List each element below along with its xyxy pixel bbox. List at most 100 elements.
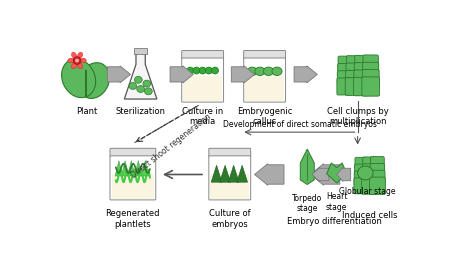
Bar [111, 174, 154, 199]
Polygon shape [124, 53, 157, 99]
Circle shape [73, 57, 81, 64]
Polygon shape [231, 66, 255, 83]
FancyBboxPatch shape [182, 50, 224, 60]
Text: Induced cells: Induced cells [341, 211, 397, 221]
Polygon shape [310, 164, 340, 185]
Bar [210, 174, 249, 199]
FancyBboxPatch shape [362, 178, 377, 194]
FancyBboxPatch shape [345, 78, 361, 95]
FancyBboxPatch shape [244, 50, 285, 60]
Polygon shape [170, 66, 193, 83]
Polygon shape [228, 165, 239, 182]
FancyBboxPatch shape [182, 58, 224, 102]
FancyBboxPatch shape [354, 178, 368, 194]
Polygon shape [128, 161, 135, 176]
Circle shape [199, 67, 206, 74]
Ellipse shape [79, 63, 109, 99]
Polygon shape [327, 163, 347, 183]
Ellipse shape [78, 63, 83, 69]
Polygon shape [237, 165, 247, 182]
Polygon shape [255, 164, 284, 185]
FancyBboxPatch shape [363, 157, 376, 169]
Polygon shape [211, 165, 222, 182]
Polygon shape [135, 161, 142, 176]
FancyBboxPatch shape [362, 77, 380, 96]
Ellipse shape [264, 67, 273, 76]
FancyBboxPatch shape [337, 78, 352, 95]
Text: Globular stage: Globular stage [339, 187, 396, 196]
Text: Embryo differentiation: Embryo differentiation [287, 217, 382, 226]
FancyBboxPatch shape [354, 77, 370, 96]
Text: Torpedo
stage: Torpedo stage [292, 194, 322, 213]
Ellipse shape [135, 76, 142, 83]
Bar [183, 76, 222, 101]
FancyBboxPatch shape [362, 70, 379, 87]
Ellipse shape [272, 67, 282, 76]
Ellipse shape [80, 58, 86, 63]
FancyBboxPatch shape [244, 58, 285, 102]
Polygon shape [294, 66, 317, 83]
Ellipse shape [145, 88, 152, 95]
Text: Cell clumps by
multiplication: Cell clumps by multiplication [327, 107, 389, 126]
Ellipse shape [78, 52, 83, 58]
FancyBboxPatch shape [363, 55, 378, 70]
FancyBboxPatch shape [354, 171, 368, 186]
Circle shape [193, 67, 200, 74]
FancyBboxPatch shape [346, 56, 360, 69]
Polygon shape [312, 168, 329, 181]
Circle shape [187, 67, 194, 74]
FancyBboxPatch shape [209, 148, 251, 157]
FancyBboxPatch shape [371, 157, 384, 170]
Text: Direct shoot regeneration: Direct shoot regeneration [130, 112, 213, 180]
Text: Plant: Plant [76, 107, 97, 116]
Ellipse shape [62, 59, 96, 98]
Circle shape [205, 67, 212, 74]
FancyBboxPatch shape [363, 62, 379, 78]
FancyBboxPatch shape [338, 56, 351, 68]
FancyBboxPatch shape [355, 63, 370, 78]
Ellipse shape [137, 85, 145, 92]
Bar [135, 48, 147, 54]
Polygon shape [115, 161, 123, 176]
Text: Heart
stage: Heart stage [326, 192, 347, 212]
Polygon shape [107, 66, 130, 83]
FancyBboxPatch shape [209, 156, 251, 200]
FancyBboxPatch shape [110, 148, 156, 157]
FancyBboxPatch shape [110, 156, 156, 200]
Ellipse shape [72, 63, 76, 69]
Polygon shape [141, 161, 149, 176]
FancyBboxPatch shape [370, 163, 384, 178]
FancyBboxPatch shape [346, 70, 361, 87]
Circle shape [211, 67, 219, 74]
Text: Regenerated
plantlets: Regenerated plantlets [106, 209, 160, 229]
FancyBboxPatch shape [370, 170, 385, 186]
FancyBboxPatch shape [354, 70, 370, 87]
FancyBboxPatch shape [362, 171, 376, 186]
FancyBboxPatch shape [337, 64, 351, 77]
Ellipse shape [247, 67, 257, 76]
Ellipse shape [357, 166, 373, 180]
Polygon shape [121, 161, 129, 176]
Polygon shape [300, 149, 314, 184]
FancyBboxPatch shape [355, 157, 367, 169]
Circle shape [75, 58, 79, 62]
Ellipse shape [143, 80, 151, 87]
Polygon shape [337, 168, 351, 181]
FancyBboxPatch shape [337, 71, 352, 86]
FancyBboxPatch shape [355, 55, 369, 69]
Text: Sterilization: Sterilization [116, 107, 165, 116]
Ellipse shape [68, 58, 74, 63]
Polygon shape [219, 165, 230, 182]
Bar [245, 76, 284, 101]
Text: Embryogenic
callus: Embryogenic callus [237, 107, 292, 126]
Ellipse shape [129, 83, 137, 89]
Text: Culture of
embryos: Culture of embryos [209, 209, 251, 229]
FancyBboxPatch shape [355, 164, 368, 177]
FancyBboxPatch shape [369, 177, 385, 195]
FancyBboxPatch shape [346, 63, 361, 78]
Text: Culture in
media: Culture in media [182, 107, 223, 126]
Text: Development of direct somatic embryos: Development of direct somatic embryos [223, 120, 376, 129]
FancyBboxPatch shape [362, 164, 376, 178]
Ellipse shape [72, 52, 76, 58]
Ellipse shape [255, 67, 265, 76]
